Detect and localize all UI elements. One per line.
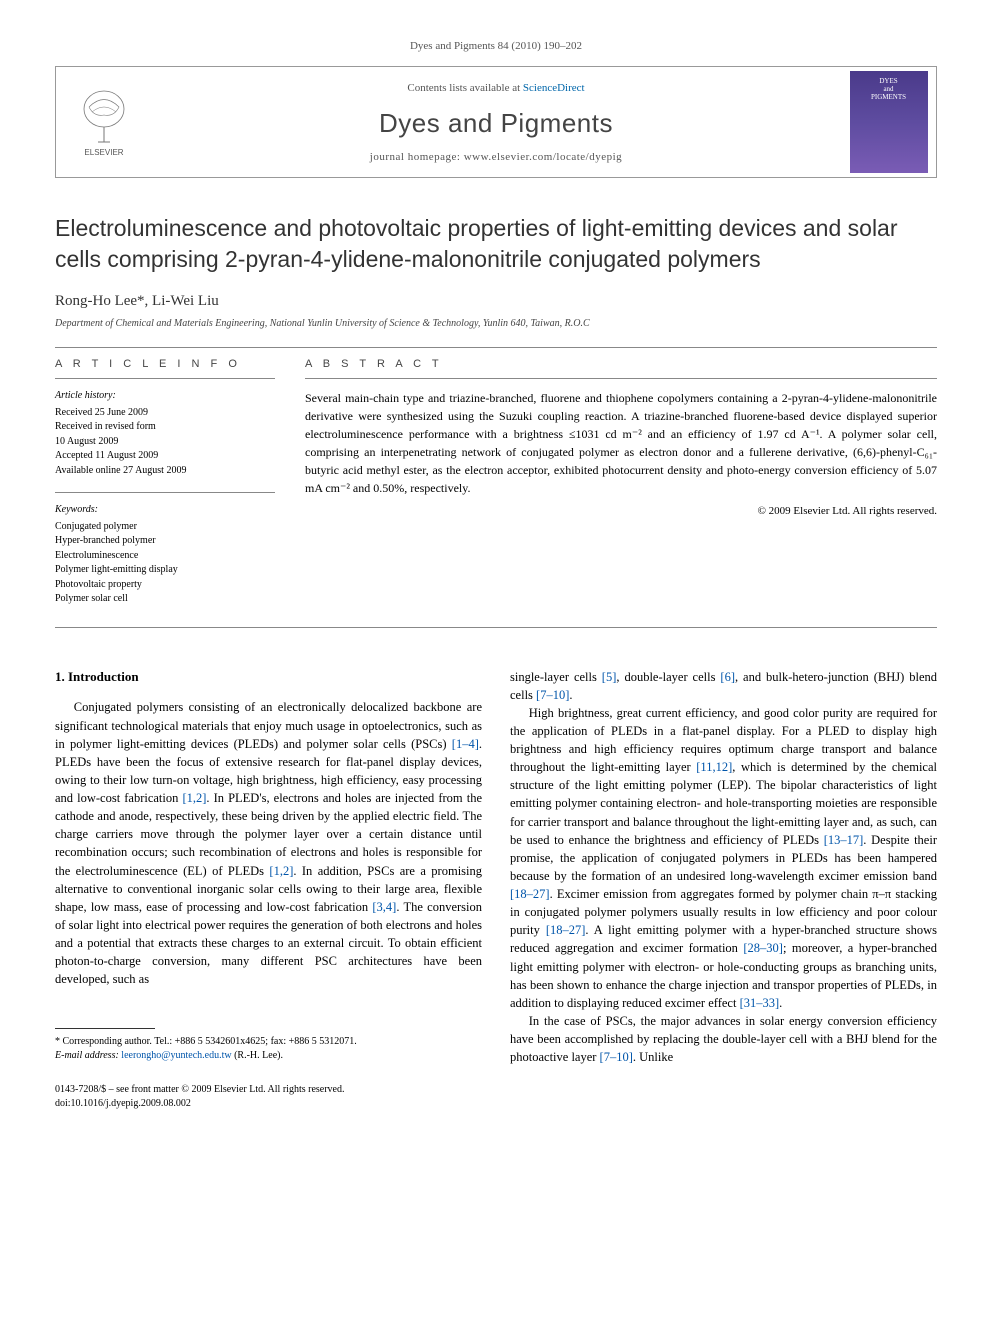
email-footnote: E-mail address: leerongho@yuntech.edu.tw… bbox=[55, 1049, 482, 1063]
ref-link[interactable]: [1–4] bbox=[452, 737, 479, 751]
divider-rule bbox=[55, 347, 937, 348]
page-footer-copyright: 0143-7208/$ – see front matter © 2009 El… bbox=[55, 1083, 482, 1111]
citation-line: Dyes and Pigments 84 (2010) 190–202 bbox=[55, 40, 937, 52]
authors-line: Rong-Ho Lee*, Li-Wei Liu bbox=[55, 293, 937, 310]
ref-link[interactable]: [18–27] bbox=[510, 887, 550, 901]
journal-cover-thumbnail: DYES and PIGMENTS bbox=[850, 71, 928, 173]
body-column-right: single-layer cells [5], double-layer cel… bbox=[510, 668, 937, 1112]
article-title: Electroluminescence and photovoltaic pro… bbox=[55, 213, 937, 275]
email-link[interactable]: leerongho@yuntech.edu.tw bbox=[121, 1050, 231, 1061]
keywords-rule bbox=[55, 492, 275, 493]
abstract-column: A B S T R A C T Several main-chain type … bbox=[305, 358, 937, 621]
keyword-4: Polymer light-emitting display bbox=[55, 563, 275, 578]
intro-paragraph-1: Conjugated polymers consisting of an ele… bbox=[55, 698, 482, 988]
cover-title-3: PIGMENTS bbox=[850, 93, 928, 101]
publisher-logo-cell: ELSEVIER bbox=[56, 67, 151, 177]
article-info-column: A R T I C L E I N F O Article history: R… bbox=[55, 358, 275, 621]
keyword-1: Conjugated polymer bbox=[55, 520, 275, 535]
meta-bottom-rule bbox=[55, 627, 937, 628]
contents-prefix: Contents lists available at bbox=[407, 82, 522, 94]
corresponding-author-footnote: * Corresponding author. Tel.: +886 5 534… bbox=[55, 1035, 482, 1049]
keyword-5: Photovoltaic property bbox=[55, 578, 275, 593]
ref-link[interactable]: [18–27] bbox=[546, 923, 586, 937]
history-online: Available online 27 August 2009 bbox=[55, 464, 275, 479]
info-rule bbox=[55, 378, 275, 379]
contents-available-line: Contents lists available at ScienceDirec… bbox=[163, 82, 829, 94]
journal-header-center: Contents lists available at ScienceDirec… bbox=[151, 67, 841, 177]
ref-link[interactable]: [7–10] bbox=[600, 1050, 633, 1064]
ref-link[interactable]: [1,2] bbox=[182, 791, 206, 805]
section-title: Introduction bbox=[68, 669, 139, 684]
ref-link[interactable]: [31–33] bbox=[740, 996, 780, 1010]
journal-header-box: ELSEVIER Contents lists available at Sci… bbox=[55, 66, 937, 178]
keywords-block: Keywords: Conjugated polymer Hyper-branc… bbox=[55, 503, 275, 607]
history-accepted: Accepted 11 August 2009 bbox=[55, 449, 275, 464]
history-heading: Article history: bbox=[55, 389, 275, 404]
ref-link[interactable]: [3,4] bbox=[372, 900, 396, 914]
section-number: 1. bbox=[55, 669, 65, 684]
journal-name: Dyes and Pigments bbox=[163, 108, 829, 139]
cover-thumb-cell: DYES and PIGMENTS bbox=[841, 67, 936, 177]
keyword-3: Electroluminescence bbox=[55, 549, 275, 564]
ref-link[interactable]: [6] bbox=[720, 670, 735, 684]
ref-link[interactable]: [13–17] bbox=[824, 833, 864, 847]
affiliation-line: Department of Chemical and Materials Eng… bbox=[55, 318, 937, 329]
abstract-text: Several main-chain type and triazine-bra… bbox=[305, 389, 937, 497]
footer-line-2: doi:10.1016/j.dyepig.2009.08.002 bbox=[55, 1097, 482, 1111]
col2-paragraph-2: High brightness, great current efficienc… bbox=[510, 704, 937, 1012]
abstract-copyright: © 2009 Elsevier Ltd. All rights reserved… bbox=[305, 505, 937, 517]
keyword-2: Hyper-branched polymer bbox=[55, 534, 275, 549]
page-container: Dyes and Pigments 84 (2010) 190–202 ELSE… bbox=[0, 0, 992, 1151]
ref-link[interactable]: [7–10] bbox=[536, 688, 569, 702]
ref-link[interactable]: [5] bbox=[602, 670, 617, 684]
cover-title-1: DYES bbox=[850, 77, 928, 85]
article-info-label: A R T I C L E I N F O bbox=[55, 358, 275, 370]
ref-link[interactable]: [28–30] bbox=[743, 941, 783, 955]
elsevier-tree-icon: ELSEVIER bbox=[74, 87, 134, 157]
email-author-name: (R.-H. Lee). bbox=[232, 1050, 283, 1061]
sciencedirect-link[interactable]: ScienceDirect bbox=[523, 82, 585, 94]
article-history-block: Article history: Received 25 June 2009 R… bbox=[55, 389, 275, 478]
body-column-left: 1. Introduction Conjugated polymers cons… bbox=[55, 668, 482, 1112]
keywords-heading: Keywords: bbox=[55, 503, 275, 518]
ref-link[interactable]: [1,2] bbox=[269, 864, 293, 878]
svg-text:ELSEVIER: ELSEVIER bbox=[84, 148, 123, 157]
abstract-label: A B S T R A C T bbox=[305, 358, 937, 370]
journal-homepage[interactable]: journal homepage: www.elsevier.com/locat… bbox=[163, 151, 829, 163]
body-two-column: 1. Introduction Conjugated polymers cons… bbox=[55, 668, 937, 1112]
history-received: Received 25 June 2009 bbox=[55, 406, 275, 421]
email-label: E-mail address: bbox=[55, 1050, 121, 1061]
history-revised-2: 10 August 2009 bbox=[55, 435, 275, 450]
footer-line-1: 0143-7208/$ – see front matter © 2009 El… bbox=[55, 1083, 482, 1097]
cover-title-2: and bbox=[850, 85, 928, 93]
history-revised-1: Received in revised form bbox=[55, 420, 275, 435]
abstract-rule bbox=[305, 378, 937, 379]
col2-paragraph-3: In the case of PSCs, the major advances … bbox=[510, 1012, 937, 1066]
section-1-heading: 1. Introduction bbox=[55, 668, 482, 687]
ref-link[interactable]: [11,12] bbox=[696, 760, 732, 774]
keyword-6: Polymer solar cell bbox=[55, 592, 275, 607]
col2-continuation: single-layer cells [5], double-layer cel… bbox=[510, 668, 937, 704]
footnote-rule bbox=[55, 1028, 155, 1029]
meta-two-column: A R T I C L E I N F O Article history: R… bbox=[55, 358, 937, 621]
